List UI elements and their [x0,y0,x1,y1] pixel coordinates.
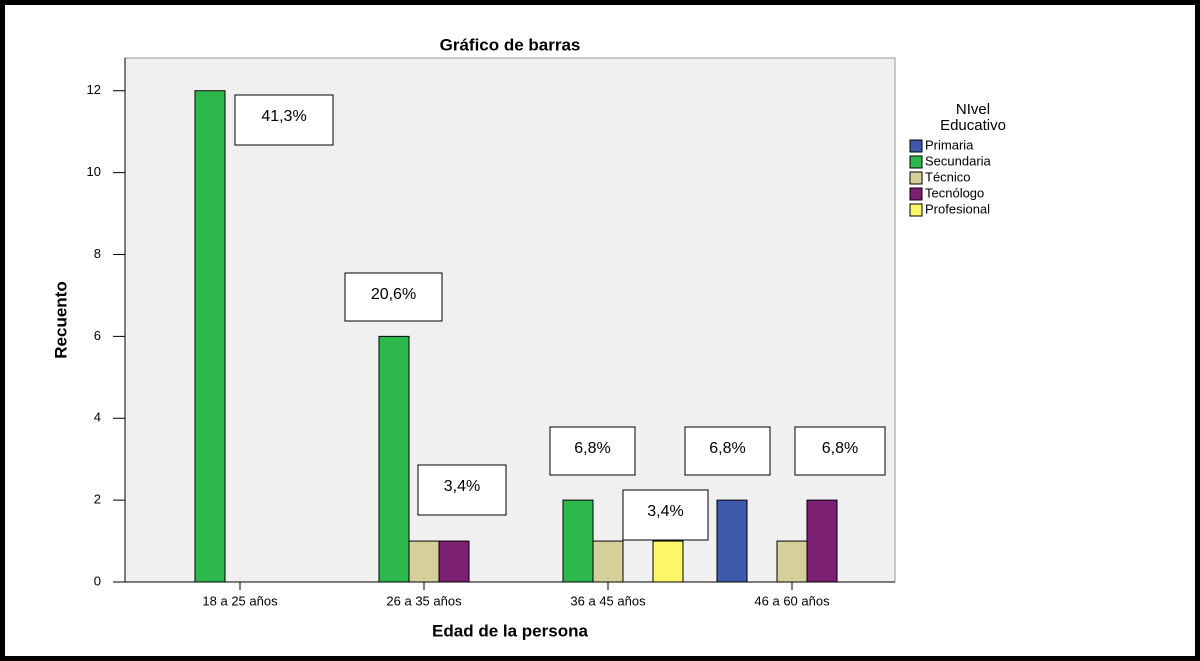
legend-label: Tecnólogo [925,185,984,200]
y-tick-label: 4 [94,410,101,425]
y-tick-label: 8 [94,246,101,261]
bar [438,540,470,583]
bar [408,540,440,583]
legend-swatch [909,139,923,153]
chart-title: Gráfico de barras [440,35,581,54]
legend-label: Técnico [925,169,971,184]
annotation-box [794,426,886,476]
legend-swatch [909,171,923,185]
bar [776,540,808,583]
annotation-box [234,94,334,146]
annotation: 41,3% [261,108,306,125]
x-tick-label: 26 a 35 años [386,593,462,608]
annotation: 20,6% [371,286,416,303]
y-axis-label: Recuento [51,281,70,358]
legend-swatch [909,203,923,217]
y-tick-label: 10 [87,164,101,179]
legend-swatch [909,187,923,201]
bar [194,90,226,583]
bar [716,499,748,583]
bar [592,540,624,583]
legend-label: Secundaria [925,153,992,168]
legend-swatch [909,155,923,169]
x-tick-label: 36 a 45 años [570,593,646,608]
bar [806,499,838,583]
x-tick-label: 46 a 60 años [754,593,830,608]
legend-label: Profesional [925,201,990,216]
annotation-box [622,489,709,541]
bar [378,335,410,583]
annotation-box [417,464,507,516]
annotation-box [344,272,443,322]
legend-title: Educativo [940,117,1006,134]
x-axis-label: Edad de la persona [432,621,588,640]
annotation: 6,8% [709,440,745,457]
legend-title: NIvel [956,101,990,118]
annotation: 3,4% [444,478,480,495]
annotation-box [684,426,771,476]
bar [652,540,684,583]
annotation: 3,4% [647,503,683,520]
y-tick-label: 2 [94,492,101,507]
annotation-box [549,426,636,476]
legend-label: Primaria [925,137,974,152]
bar [562,499,594,583]
annotation: 6,8% [822,440,858,457]
y-tick-label: 6 [94,328,101,343]
y-tick-label: 12 [87,82,101,97]
annotation: 6,8% [574,440,610,457]
y-tick-label: 0 [94,573,101,588]
x-tick-label: 18 a 25 años [202,593,278,608]
